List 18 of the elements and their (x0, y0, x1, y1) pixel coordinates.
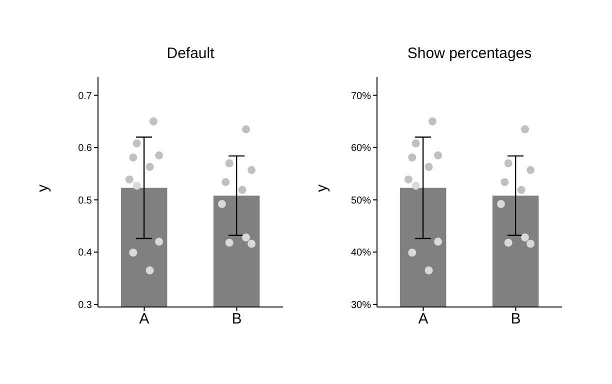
x-tick-label: A (139, 310, 150, 328)
chart-title: Show percentages (406, 45, 533, 62)
y-tick-label: 60% (350, 143, 372, 154)
x-tick-label: B (232, 310, 242, 328)
y-tick-label: 0.6 (78, 143, 92, 154)
y-tick-label: 70% (350, 90, 372, 102)
x-tick-label: B (510, 310, 521, 328)
y-tick-label: 0.5 (78, 195, 92, 206)
y-axis-title: y (34, 184, 52, 192)
x-tick-label: A (418, 310, 428, 328)
y-tick-label: 40% (350, 248, 372, 259)
y-tick-label: 0.7 (78, 90, 92, 102)
y-tick-label: 0.3 (78, 300, 92, 311)
y-axis-title: y (313, 184, 330, 192)
y-tick-label: 0.4 (78, 248, 92, 259)
y-tick-label: 50% (350, 195, 372, 206)
chart-title: Default (166, 45, 216, 62)
y-tick-label: 30% (350, 300, 372, 311)
